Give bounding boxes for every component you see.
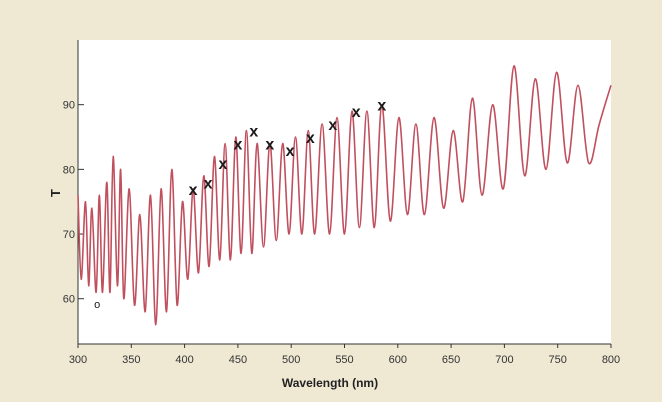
open-circle-marker: o xyxy=(94,299,100,311)
y-axis-label: T xyxy=(48,189,63,197)
x-marker-11: x xyxy=(377,98,386,115)
x-marker-3: x xyxy=(219,156,228,173)
x-marker-8: x xyxy=(306,130,315,147)
x-tick-label-500: 500 xyxy=(282,354,300,366)
x-marker-10: x xyxy=(352,104,361,121)
transmission-line xyxy=(77,65,612,326)
y-tick-label-60: 60 xyxy=(63,294,75,306)
x-tick-label-600: 600 xyxy=(389,354,407,366)
x-tick-label-700: 700 xyxy=(495,354,513,366)
x-marker-1: x xyxy=(189,182,198,199)
x-tick-label-450: 450 xyxy=(229,354,247,366)
x-tick-label-650: 650 xyxy=(442,354,460,366)
x-tick-label-350: 350 xyxy=(122,354,140,366)
x-marker-9: x xyxy=(328,117,337,134)
x-tick-label-550: 550 xyxy=(335,354,353,366)
x-marker-4: x xyxy=(233,136,242,153)
x-marker-2: x xyxy=(204,175,213,192)
x-marker-5: x xyxy=(249,124,258,141)
x-marker-6: x xyxy=(265,136,274,153)
y-ticks: 60 70 80 90 xyxy=(63,100,84,306)
x-tick-label-800: 800 xyxy=(602,354,620,366)
x-ticks: 300 350 400 450 500 550 600 650 700 750 800 xyxy=(69,344,620,366)
x-tick-label-750: 750 xyxy=(549,354,567,366)
x-tick-label-300: 300 xyxy=(69,354,87,366)
y-tick-label-90: 90 xyxy=(63,100,75,112)
x-tick-label-400: 400 xyxy=(175,354,193,366)
x-marker-7: x xyxy=(286,143,295,160)
y-tick-label-70: 70 xyxy=(63,229,75,241)
y-tick-label-80: 80 xyxy=(63,164,75,176)
x-axis-label: Wavelength (nm) xyxy=(282,376,378,390)
